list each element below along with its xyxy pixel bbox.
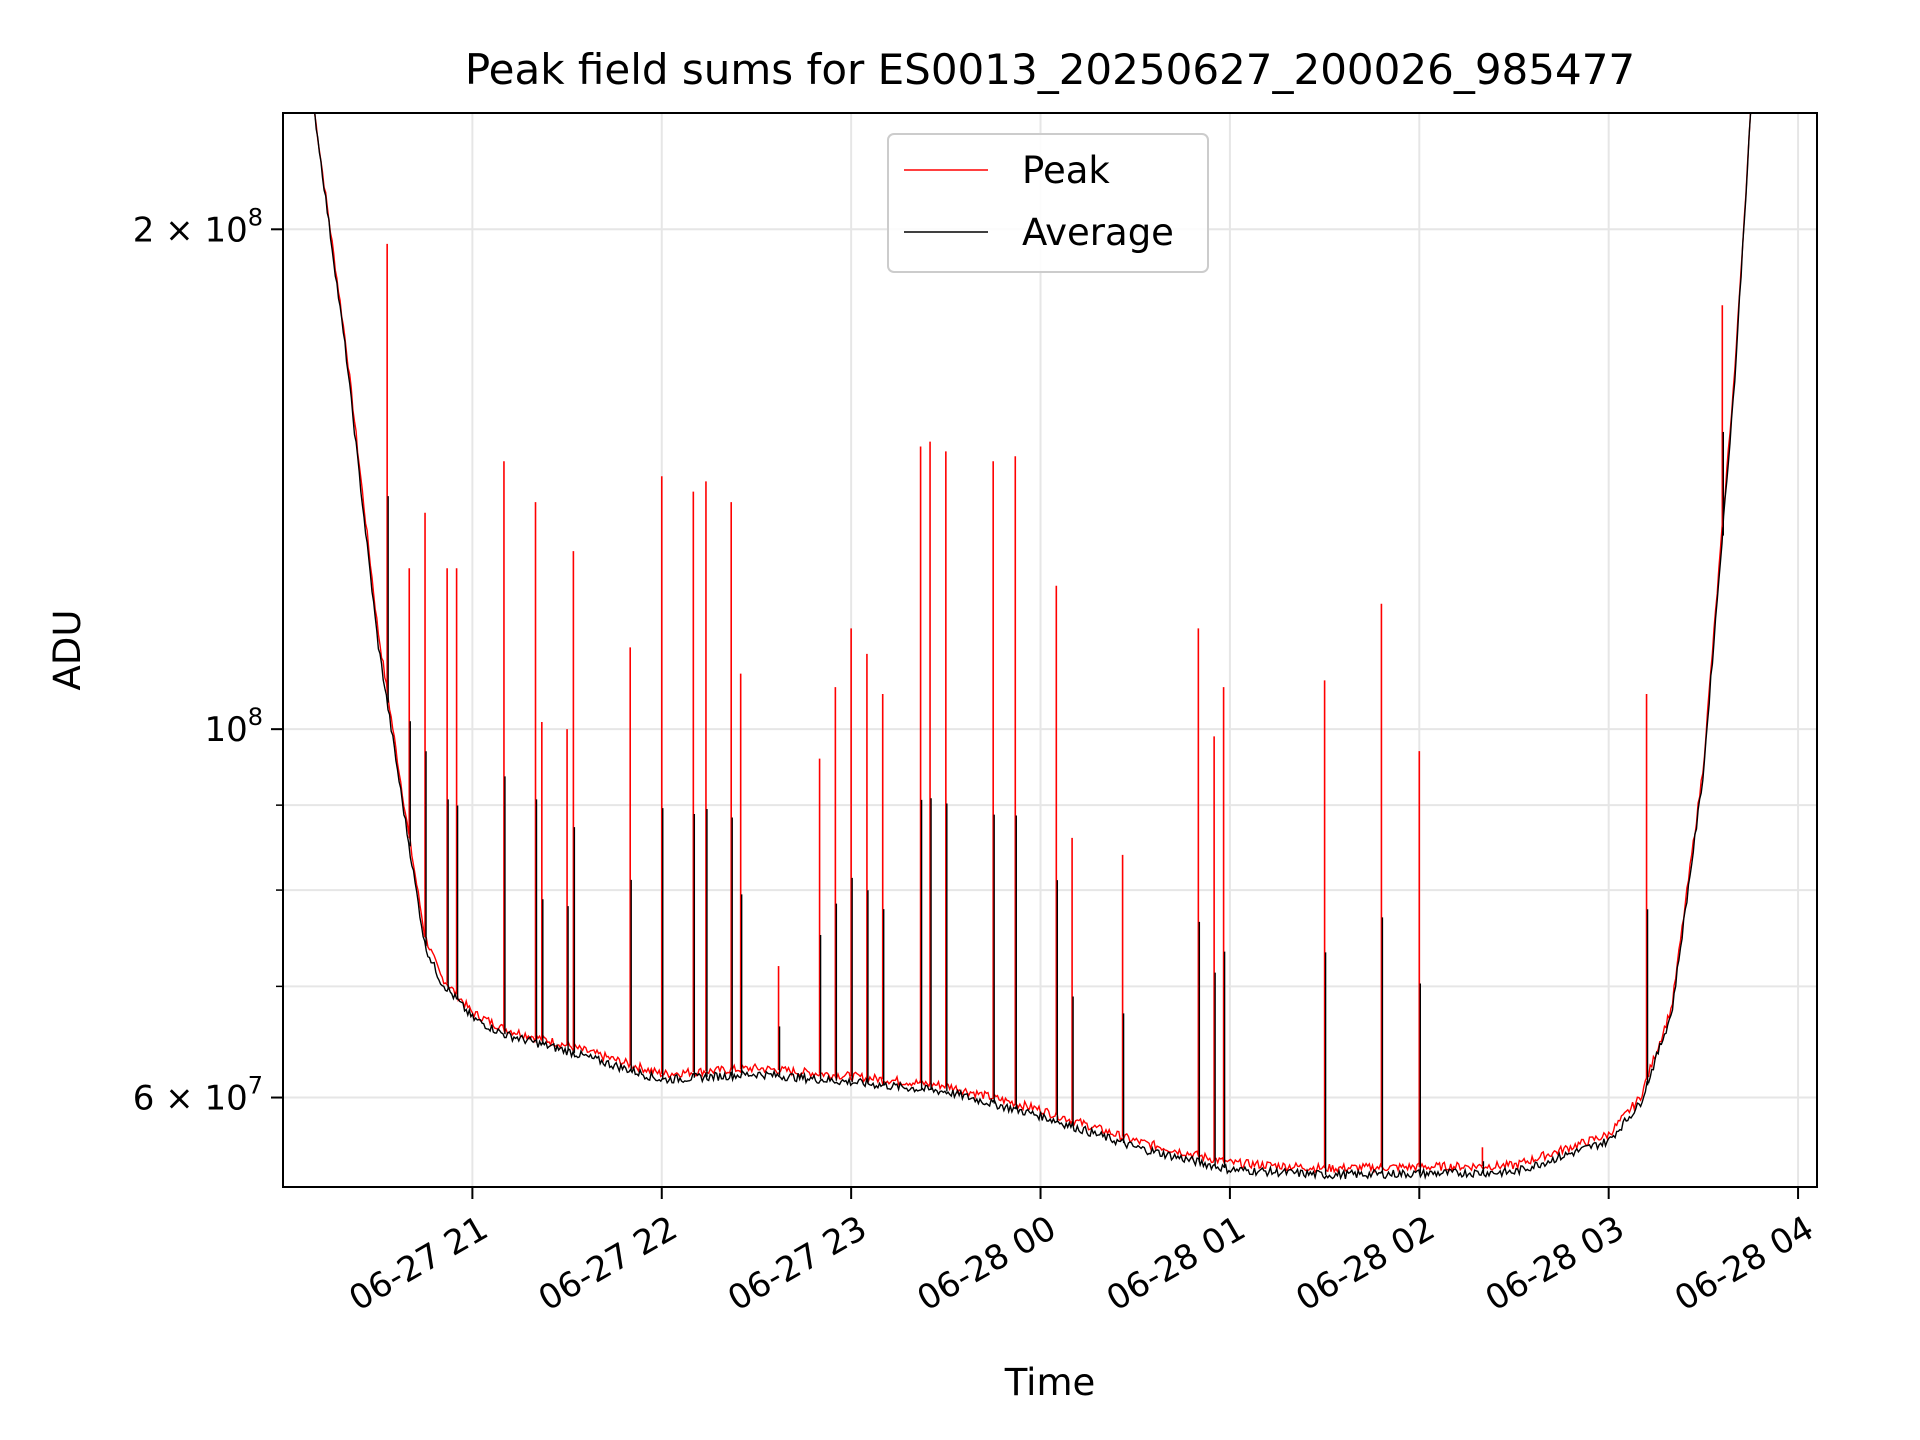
legend-average-label: Average bbox=[1022, 211, 1174, 254]
plot-frame bbox=[282, 112, 1818, 1188]
y-axis-label: ADU bbox=[46, 610, 89, 691]
legend: Peak Average bbox=[887, 133, 1209, 273]
x-axis-label: Time bbox=[1004, 1361, 1096, 1404]
y-tick-label: 2 × 108 bbox=[133, 203, 263, 250]
y-tick-label: 108 bbox=[204, 703, 263, 750]
y-axis: 6 × 107 108 2 × 108 bbox=[133, 203, 283, 1119]
legend-peak-label: Peak bbox=[1022, 149, 1110, 192]
series-layer bbox=[313, 113, 1752, 1181]
chart-title: Peak field sums for ES0013_20250627_2000… bbox=[465, 45, 1635, 94]
y-tick-label: 6 × 107 bbox=[133, 1072, 263, 1119]
legend-box bbox=[887, 133, 1209, 273]
average-series-line bbox=[314, 113, 1752, 1181]
